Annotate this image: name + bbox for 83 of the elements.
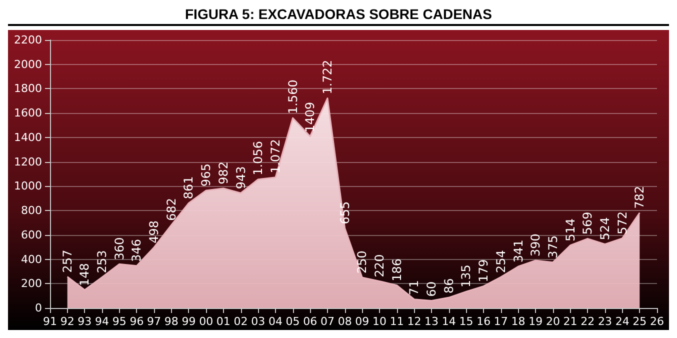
data-label: 341 — [511, 240, 526, 262]
y-tick-label: 1600 — [14, 106, 42, 120]
data-label: 982 — [216, 161, 230, 184]
y-tick-label: 400 — [21, 252, 42, 266]
x-tick-label: 04 — [268, 315, 282, 328]
data-label: 682 — [164, 198, 178, 221]
x-tick-label: 03 — [251, 315, 266, 328]
data-label: 572 — [615, 211, 630, 234]
y-tick-label: 0 — [35, 302, 42, 314]
x-tick-label: 16 — [476, 315, 491, 328]
data-label: 965 — [199, 164, 214, 186]
data-label: 1.560 — [286, 80, 300, 114]
y-tick-label: 2200 — [14, 34, 42, 46]
x-tick-label: 02 — [234, 315, 248, 328]
data-label: 1.072 — [268, 139, 282, 174]
x-tick-label: 19 — [528, 315, 543, 328]
y-tick-label: 200 — [21, 277, 42, 290]
x-tick-label: 13 — [424, 315, 439, 328]
x-tick-label: 24 — [615, 315, 630, 328]
x-tick-label: 96 — [130, 315, 144, 328]
data-label: 498 — [147, 220, 162, 244]
y-tick-label: 600 — [21, 228, 42, 242]
data-label: 253 — [95, 250, 110, 274]
data-label: 1.722 — [320, 60, 334, 94]
data-label: 943 — [234, 166, 248, 190]
x-tick-label: 14 — [442, 315, 456, 328]
data-label: 71 — [407, 280, 422, 296]
data-label: 360 — [112, 237, 126, 260]
x-tick-label: 21 — [563, 315, 578, 328]
y-tick-label: 800 — [21, 204, 42, 218]
data-label: 250 — [355, 250, 370, 274]
data-label: 135 — [459, 264, 474, 288]
data-label: 375 — [546, 235, 560, 258]
data-label: 514 — [563, 218, 578, 242]
x-tick-label: 05 — [286, 315, 300, 328]
data-label: 346 — [130, 238, 144, 262]
x-tick-label: 07 — [320, 315, 334, 328]
x-tick-label: 91 — [43, 315, 57, 328]
x-tick-label: 97 — [147, 315, 162, 328]
x-tick-label: 10 — [372, 315, 387, 328]
x-tick-label: 00 — [199, 315, 214, 328]
data-label: 254 — [494, 250, 508, 274]
x-tick-label: 26 — [650, 315, 664, 328]
x-tick-label: 92 — [60, 315, 74, 328]
data-label: 186 — [390, 258, 404, 282]
y-tick-label: 1800 — [14, 82, 42, 96]
data-label: 220 — [372, 254, 387, 278]
data-label: 60 — [424, 281, 439, 297]
x-tick-label: 15 — [459, 315, 474, 328]
y-tick-label: 2000 — [14, 58, 42, 71]
x-tick-label: 93 — [78, 315, 92, 328]
data-label: 390 — [528, 234, 543, 256]
y-tick-label: 1400 — [14, 130, 42, 144]
x-tick-label: 25 — [632, 315, 647, 328]
data-label: 569 — [580, 212, 595, 235]
x-tick-label: 09 — [355, 315, 370, 328]
x-tick-label: 11 — [390, 315, 404, 328]
data-label: 861 — [182, 176, 196, 200]
x-tick-label: 22 — [580, 315, 595, 328]
chart-title: FIGURA 5: EXCAVADORAS SOBRE CADENAS — [185, 6, 492, 22]
y-tick-label: 1200 — [14, 155, 42, 168]
x-tick-label: 06 — [303, 315, 318, 328]
data-label: 257 — [60, 250, 74, 273]
data-label: 782 — [632, 186, 647, 209]
data-label: 524 — [598, 217, 612, 240]
data-label: 1409 — [303, 102, 318, 132]
x-tick-label: 94 — [95, 315, 110, 328]
x-tick-label: 23 — [598, 315, 612, 328]
x-tick-label: 95 — [112, 315, 126, 328]
data-label: 1.056 — [251, 141, 266, 176]
x-tick-label: 18 — [511, 315, 526, 328]
x-tick-label: 20 — [546, 315, 560, 328]
data-label: 148 — [78, 263, 92, 286]
x-tick-label: 08 — [338, 315, 352, 328]
x-tick-label: 01 — [216, 315, 230, 328]
data-label: 655 — [338, 201, 352, 224]
x-tick-label: 98 — [164, 315, 178, 328]
x-tick-label: 17 — [494, 315, 508, 328]
x-tick-label: 12 — [407, 315, 422, 328]
data-label: 179 — [476, 259, 491, 282]
data-label: 86 — [442, 278, 456, 294]
y-tick-label: 1000 — [14, 180, 42, 193]
x-tick-label: 99 — [182, 315, 196, 328]
